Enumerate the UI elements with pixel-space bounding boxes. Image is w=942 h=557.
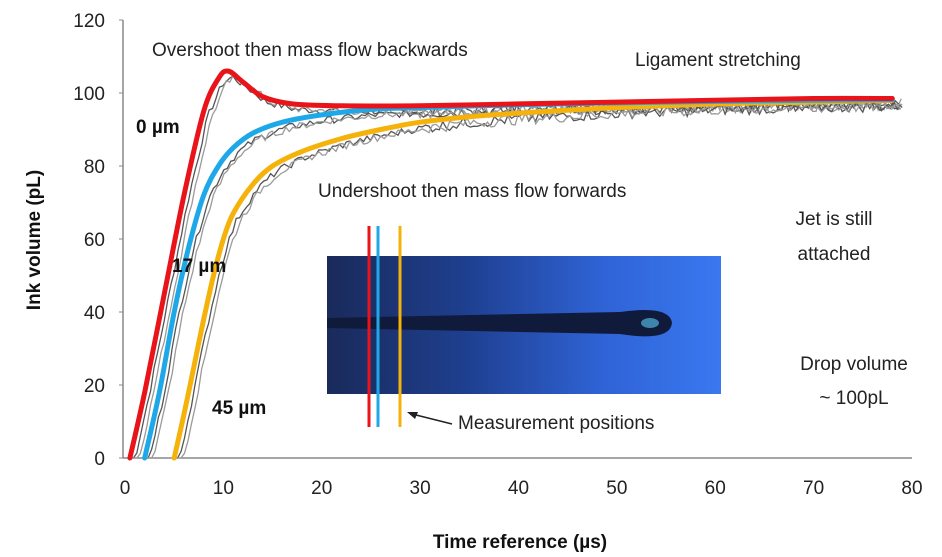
x-tick-label: 70 [803, 478, 824, 499]
x-tick-label: 10 [213, 478, 234, 499]
annotation-ligament: Ligament stretching [635, 50, 801, 71]
y-tick-label: 80 [84, 157, 105, 178]
annotation-drop-volume-line1: Drop volume [800, 354, 908, 375]
annotation-overshoot: Overshoot then mass flow backwards [152, 40, 468, 61]
x-tick-label: 80 [901, 478, 922, 499]
measurement-arrow-line [411, 413, 453, 425]
x-tick-label: 20 [311, 478, 332, 499]
annotation-drop-volume-line2: ~ 100pL [819, 388, 888, 409]
jet-drop-highlight [641, 318, 659, 328]
y-tick-label: 100 [73, 84, 105, 105]
label-45um: 45 µm [212, 398, 266, 419]
annotation-jet-attached-line2: attached [798, 244, 871, 265]
y-axis-title: Ink volume (pL) [24, 170, 45, 310]
annotation-jet-attached-line1: Jet is still [795, 209, 872, 230]
series-line-0m [127, 68, 895, 461]
x-tick-label: 50 [606, 478, 627, 499]
x-tick-label: 30 [410, 478, 431, 499]
y-tick-label: 120 [73, 11, 105, 32]
jet-ligament [327, 310, 672, 337]
measurement-arrow-head [407, 412, 418, 419]
measured-trace [174, 99, 902, 459]
series-line-45m [171, 97, 895, 461]
label-0um: 0 µm [136, 117, 180, 138]
y-tick-label: 0 [94, 449, 105, 470]
x-tick-label: 60 [705, 478, 726, 499]
label-17um: 17 µm [172, 256, 226, 277]
y-tick-label: 20 [84, 376, 105, 397]
x-tick-label: 40 [508, 478, 529, 499]
y-tick-label: 60 [84, 230, 105, 251]
annotation-measurement-positions: Measurement positions [458, 413, 654, 434]
jet-photo-inset [327, 256, 721, 394]
annotation-undershoot: Undershoot then mass flow forwards [318, 181, 626, 202]
x-tick-label: 0 [120, 478, 131, 499]
y-tick-label: 40 [84, 303, 105, 324]
x-axis-title: Time reference (µs) [433, 532, 607, 553]
